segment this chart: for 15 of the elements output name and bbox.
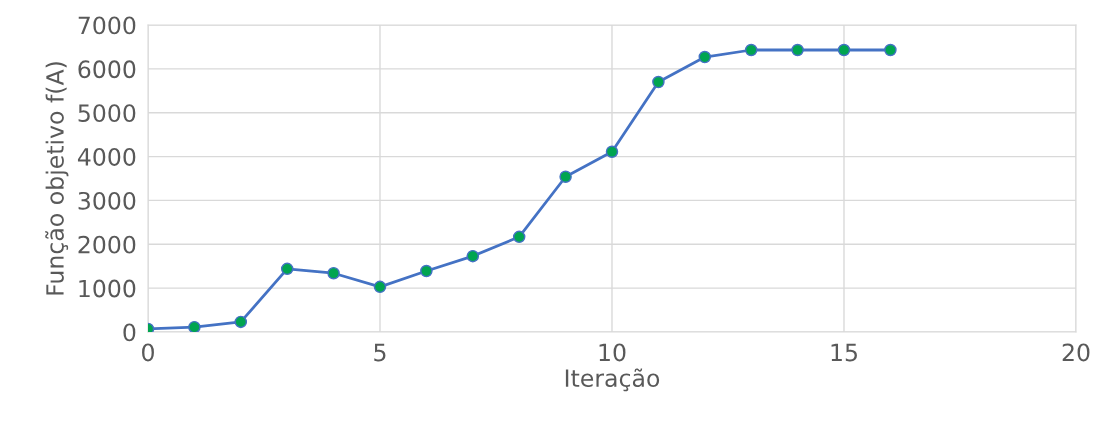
- x-tick-label: 10: [599, 343, 626, 362]
- y-tick-label: 4000: [77, 148, 136, 166]
- y-tick-label: 2000: [78, 235, 136, 254]
- x-tick-label: 20: [1062, 343, 1090, 362]
- x-tick-label: 5: [374, 343, 386, 362]
- y-axis-title: Função objetivo f(A): [45, 62, 69, 295]
- y-tick-label: 0: [123, 323, 136, 342]
- y-tick-label: 6000: [78, 60, 136, 79]
- x-tick-label: 15: [831, 343, 857, 362]
- y-tick-label: 3000: [78, 191, 136, 210]
- y-tick-label: 7000: [78, 16, 136, 35]
- y-tick-label: 1000: [79, 279, 136, 298]
- x-tick-label: 0: [142, 343, 154, 362]
- y-tick-label: 5000: [78, 104, 136, 123]
- x-axis-title: Iteração: [565, 368, 660, 392]
